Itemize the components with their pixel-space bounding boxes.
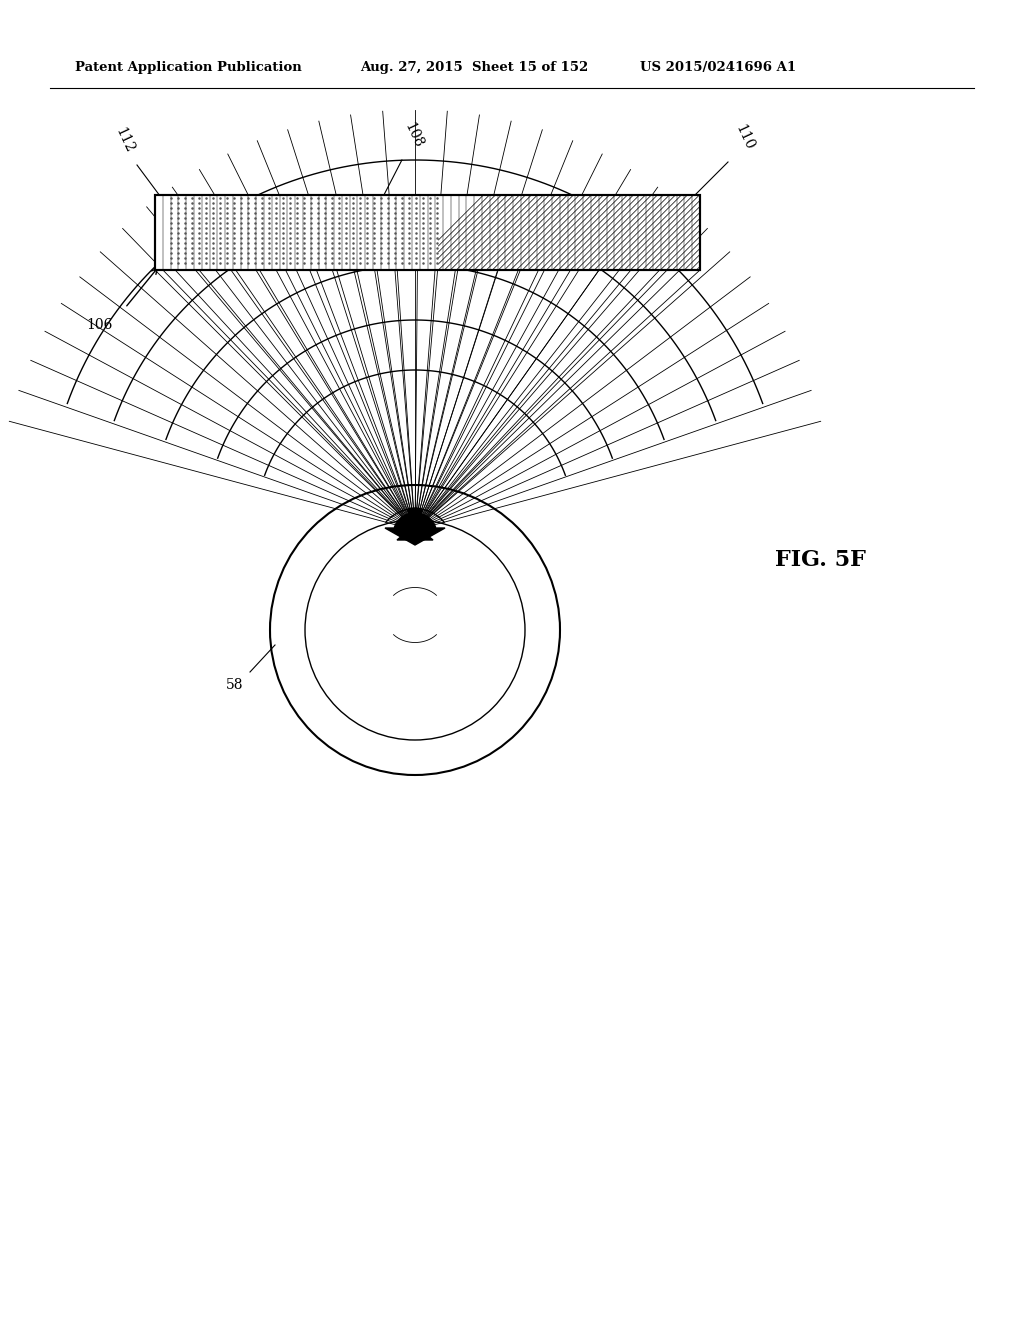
Text: Aug. 27, 2015  Sheet 15 of 152: Aug. 27, 2015 Sheet 15 of 152 [360,62,588,74]
Text: 112: 112 [113,125,137,154]
Bar [155,195,700,271]
Text: FIG. 5F: FIG. 5F [774,549,865,572]
Wedge shape [394,513,435,535]
Text: 108: 108 [402,120,426,150]
Polygon shape [385,528,445,545]
Bar [155,195,700,271]
Text: 58: 58 [226,678,244,692]
Text: 110: 110 [733,121,757,152]
Polygon shape [408,508,423,531]
Text: US 2015/0241696 A1: US 2015/0241696 A1 [640,62,796,74]
Text: 106: 106 [87,318,114,333]
Polygon shape [397,525,433,540]
Text: Patent Application Publication: Patent Application Publication [75,62,302,74]
